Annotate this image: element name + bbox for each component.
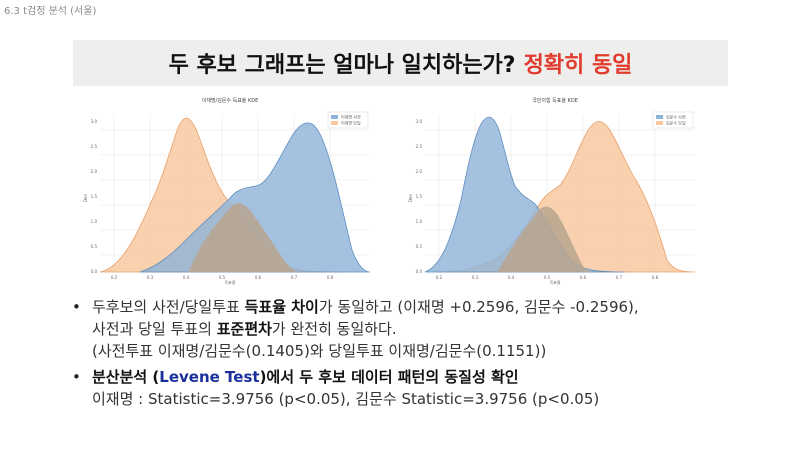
- bullet-continuation: (사전투표 이재명/김문수(0.1405)와 당일투표 이재명/김문수(0.11…: [70, 340, 790, 362]
- kde-curve-blue: [139, 122, 371, 273]
- x-tick: 0.5: [544, 275, 551, 280]
- x-tick: 0.3: [472, 275, 479, 280]
- y-tick: 2.0: [416, 169, 423, 174]
- bullet-continuation: 사전과 당일 투표의 표준편차가 완전히 동일하다.: [70, 318, 790, 340]
- emph-text: )에서 두 후보: [259, 368, 352, 386]
- x-tick: 0.7: [291, 275, 298, 280]
- x-axis-label: 득표율: [224, 280, 235, 285]
- slide-title-accent: 정확히 동일: [523, 53, 633, 78]
- kde-overlap: [497, 206, 593, 272]
- title-bar: 두 후보 그래프는 얼마나 일치하는가? 정확히 동일: [73, 40, 728, 86]
- y-tick: 2.0: [91, 169, 98, 174]
- bullet-continuation: 이재명 : Statistic=3.9756 (p<0.05), 김문수 Sta…: [70, 388, 790, 410]
- x-tick: 0.8: [327, 275, 334, 280]
- page-label: 6.3 t검정 분석 (서울): [4, 6, 97, 17]
- legend-item: 김문수 당일: [666, 120, 686, 126]
- bullet-item: • 분산분석 (Levene Test)에서 두 후보 데이터 패턴의 동질성 …: [70, 366, 790, 388]
- kde-chart-left: 이재명/김문수 득표율 KDE 이재명 사전 이재명 당일 0.2 0.3 0.…: [80, 90, 375, 285]
- emph-text: 득표율 차이: [244, 298, 319, 316]
- text: 사전과 당일 투표의: [92, 320, 217, 338]
- kde-overlap: [188, 203, 300, 272]
- x-tick: 0.6: [580, 275, 587, 280]
- y-tick: 3.0: [91, 119, 98, 124]
- x-tick: 0.2: [111, 275, 118, 280]
- slide: 두 후보 그래프는 얼마나 일치하는가? 정확히 동일 이재명/김문수 득표율 …: [0, 18, 800, 462]
- x-tick: 0.5: [219, 275, 226, 280]
- bullet-dot: •: [72, 368, 81, 386]
- chart-title: 이재명/김문수 득표율 KDE: [202, 97, 259, 104]
- x-tick: 0.8: [652, 275, 659, 280]
- text: 가 동일하고 (이재명 +0.2596, 김문수 -0.2596),: [318, 298, 639, 316]
- chart-title: 국민의힘 득표율 KDE: [532, 97, 578, 104]
- y-tick: 0.5: [416, 244, 423, 249]
- bullet-list: • 두후보의 사전/당일투표 득표율 차이가 동일하고 (이재명 +0.2596…: [70, 296, 790, 410]
- x-tick: 0.4: [183, 275, 190, 280]
- bullet-item: • 두후보의 사전/당일투표 득표율 차이가 동일하고 (이재명 +0.2596…: [70, 296, 790, 318]
- y-axis-label: Den: [83, 193, 88, 202]
- text: 이재명 : Statistic=3.9756 (p<0.05), 김문수 Sta…: [92, 390, 600, 408]
- y-tick: 0.0: [416, 269, 423, 274]
- legend-item: 이재명 사전: [341, 114, 361, 120]
- legend-item: 이재명 당일: [341, 120, 361, 126]
- slide-title: 두 후보 그래프는 얼마나 일치하는가?: [168, 53, 516, 78]
- emph-blue-text: Levene Test: [159, 368, 260, 386]
- y-tick: 1.0: [91, 219, 98, 224]
- x-tick: 0.4: [508, 275, 515, 280]
- y-tick: 0.5: [91, 244, 98, 249]
- text: 가 완전히 동일하다.: [271, 320, 397, 338]
- emph-text: 분산분석 (: [92, 368, 160, 386]
- emph-text: 표준편차: [216, 320, 272, 338]
- y-tick: 2.5: [91, 144, 98, 149]
- y-tick: 1.5: [416, 194, 423, 199]
- bullet-dot: •: [72, 298, 81, 316]
- x-tick: 0.6: [255, 275, 262, 280]
- text: 두후보의 사전/당일투표: [92, 298, 245, 316]
- y-tick: 1.5: [91, 194, 98, 199]
- kde-chart-right: 국민의힘 득표율 KDE 김문수 사전 김문수 당일 0.2 0.3 0.4 0…: [405, 90, 700, 285]
- text: (사전투표 이재명/김문수(0.1405)와 당일투표 이재명/김문수(0.11…: [92, 342, 547, 360]
- x-tick: 0.7: [616, 275, 623, 280]
- y-tick: 1.0: [416, 219, 423, 224]
- y-axis-label: Den: [408, 193, 413, 202]
- x-axis-label: 득표율: [549, 280, 560, 285]
- x-tick: 0.3: [147, 275, 154, 280]
- y-tick: 0.0: [91, 269, 98, 274]
- y-tick: 3.0: [416, 119, 423, 124]
- legend-item: 김문수 사전: [666, 114, 686, 120]
- y-tick: 2.5: [416, 144, 423, 149]
- x-tick: 0.2: [436, 275, 443, 280]
- emph-text: 데이터 패턴의 동질성 확인: [351, 368, 519, 386]
